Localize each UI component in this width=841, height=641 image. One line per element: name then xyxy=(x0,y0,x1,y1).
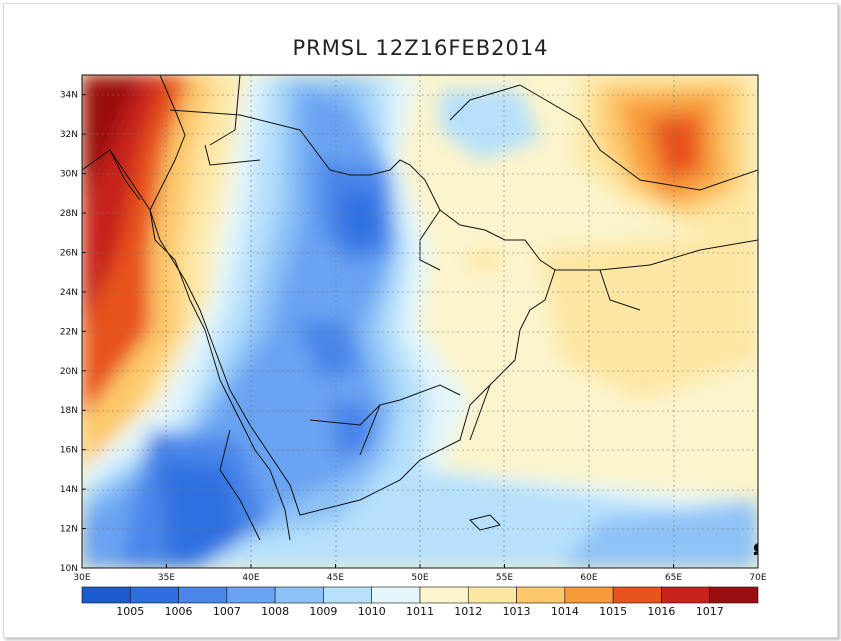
colorbar-label: 1006 xyxy=(165,605,193,618)
colorbar-swatch xyxy=(516,586,566,604)
colorbar-swatch xyxy=(709,586,759,604)
x-tick-label: 65E xyxy=(665,573,682,583)
x-tick-label: 50E xyxy=(411,573,428,583)
y-tick-label: 26N xyxy=(60,248,78,258)
colorbar-swatch xyxy=(129,586,179,604)
colorbar xyxy=(81,586,759,604)
y-tick-label: 30N xyxy=(60,170,78,180)
colorbar-label: 1009 xyxy=(309,605,337,618)
x-tick-label: 60E xyxy=(580,573,597,583)
y-tick-label: 34N xyxy=(60,91,78,101)
x-tick-label: 55E xyxy=(496,573,513,583)
colorbar-label: 1012 xyxy=(454,605,482,618)
y-tick-label: 32N xyxy=(60,130,78,140)
y-tick-label: 24N xyxy=(60,288,78,298)
colorbar-label: 1011 xyxy=(406,605,434,618)
colorbar-swatch xyxy=(419,586,469,604)
colorbar-swatch xyxy=(178,586,228,604)
watermark-text: براري الاحساء xyxy=(752,533,841,563)
x-tick-label: 70E xyxy=(749,573,766,583)
colorbar-swatch xyxy=(467,586,517,604)
colorbar-label: 1014 xyxy=(551,605,579,618)
y-tick-label: 14N xyxy=(60,485,78,495)
colorbar-label: 1008 xyxy=(261,605,289,618)
coastlines xyxy=(82,75,758,541)
pressure-field: براري الاحساء xyxy=(82,75,841,568)
y-tick-label: 16N xyxy=(60,446,78,456)
colorbar-swatch xyxy=(323,586,373,604)
x-tick-label: 35E xyxy=(158,573,175,583)
colorbar-labels: 1005 1006 1007 1008 1009 1010 1011 1012 1013 1014… xyxy=(116,605,723,618)
y-tick-label: 20N xyxy=(60,367,78,377)
x-axis: 30E 35E 40E 45E 50E 55E 60E 65E 70E xyxy=(73,564,767,583)
y-tick-label: 22N xyxy=(60,327,78,337)
y-tick-label: 28N xyxy=(60,209,78,219)
y-tick-label: 10N xyxy=(60,564,78,574)
x-tick-label: 30E xyxy=(73,573,90,583)
colorbar-label: 1010 xyxy=(358,605,386,618)
colorbar-label: 1005 xyxy=(116,605,144,618)
colorbar-swatch xyxy=(612,586,662,604)
colorbar-swatch xyxy=(274,586,324,604)
gridlines xyxy=(82,75,758,568)
colorbar-label: 1016 xyxy=(647,605,675,618)
image-frame xyxy=(3,3,838,638)
y-tick-label: 12N xyxy=(60,525,78,535)
colorbar-swatch xyxy=(564,586,614,604)
y-axis: 10N 12N 14N 16N 18N 20N 22N 24N 26N 28N 30N 32N 34N xyxy=(60,91,86,574)
colorbar-swatch xyxy=(661,586,711,604)
map-title: PRMSL 12Z16FEB2014 xyxy=(292,36,549,60)
colorbar-swatch xyxy=(226,586,276,604)
x-tick-label: 45E xyxy=(327,573,344,583)
colorbar-swatch xyxy=(81,586,131,604)
x-tick-label: 40E xyxy=(242,573,259,583)
colorbar-label: 1013 xyxy=(503,605,531,618)
colorbar-label: 1007 xyxy=(213,605,241,618)
colorbar-swatch xyxy=(371,586,421,604)
colorbar-label: 1015 xyxy=(599,605,627,618)
colorbar-label: 1017 xyxy=(696,605,724,618)
y-tick-label: 18N xyxy=(60,406,78,416)
